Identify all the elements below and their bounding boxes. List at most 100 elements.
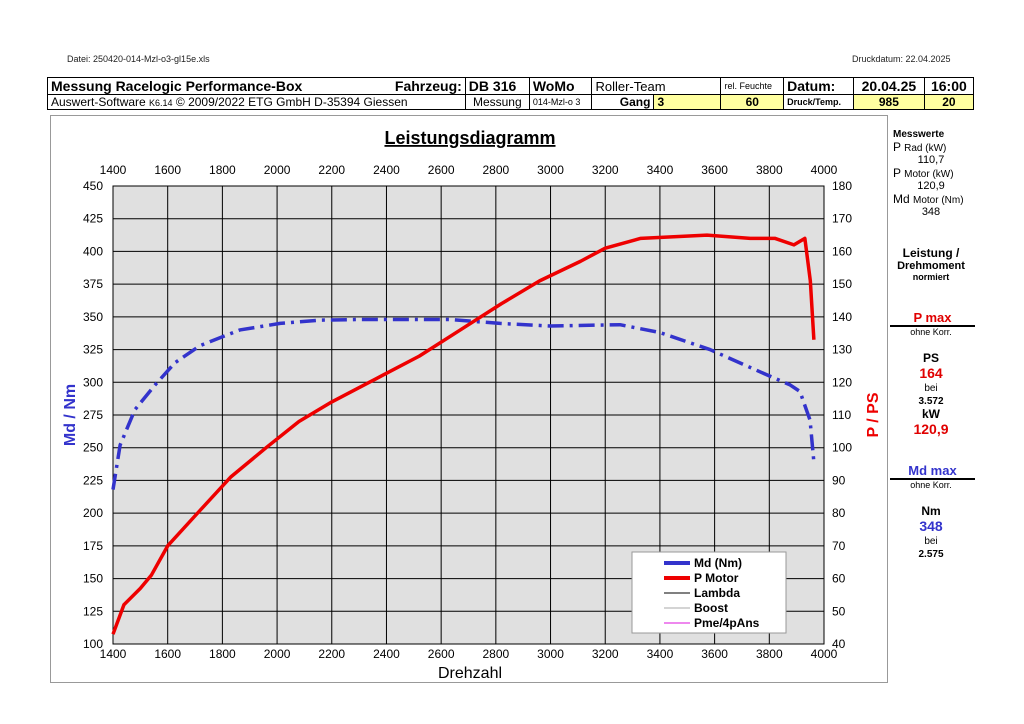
x-tick-label-top: 2400 — [373, 163, 400, 177]
y2-tick-label: 60 — [832, 572, 846, 586]
x-tick-label-bottom: 3000 — [537, 647, 564, 661]
p-motor-value: 120,9 — [917, 180, 945, 192]
p-motor-label: Motor (kW) — [904, 169, 954, 180]
temperature: 20 — [923, 94, 975, 110]
legend-label: Boost — [694, 601, 728, 615]
mdmax-sub: ohne Korr. — [910, 480, 952, 490]
x-tick-label-bottom: 2800 — [482, 647, 509, 661]
y-tick-label: 125 — [83, 604, 103, 618]
y2-tick-label: 180 — [832, 179, 852, 193]
x-tick-label-top: 3000 — [537, 163, 564, 177]
chart-frame — [50, 115, 888, 683]
y2-tick-label: 100 — [832, 441, 852, 455]
pmax-sub: ohne Korr. — [910, 327, 952, 337]
x-tick-label-top: 2200 — [318, 163, 345, 177]
power-chart: 1400 1400 1600 1600 1800 1800 2000 2000 2200 2200… — [62, 128, 882, 682]
humidity: 60 — [720, 94, 785, 110]
mdmax-title: Md max — [890, 463, 975, 480]
x-tick-label-top: 3800 — [756, 163, 783, 177]
y-tick-label: 425 — [83, 212, 103, 226]
y-tick-label: 200 — [83, 506, 103, 520]
y2-tick-label: 50 — [832, 604, 846, 618]
software-version: K6.14 — [149, 98, 173, 108]
md-value: 348 — [921, 206, 941, 218]
x-tick-label-bottom: 4000 — [811, 647, 838, 661]
pmax-title: P max — [890, 310, 975, 327]
software-copyright: © 2009/2022 ETG GmbH D-35394 Giessen — [172, 95, 408, 109]
software: Auswert-Software K6.14 © 2009/2022 ETG G… — [47, 94, 466, 110]
chart-title: Leistungsdiagramm — [384, 128, 555, 148]
gear-label: Gang — [591, 94, 655, 110]
y2-tick-label: 110 — [832, 408, 851, 422]
norm-title-1: Leistung / — [902, 246, 960, 260]
y2-tick-label: 170 — [832, 212, 852, 226]
x-axis-label: Drehzahl — [438, 665, 502, 682]
owner: Roller-Team — [591, 77, 722, 95]
y2-tick-label: 120 — [832, 375, 852, 389]
x-tick-label-bottom: 2600 — [428, 647, 455, 661]
y2-tick-label: 150 — [832, 277, 852, 291]
y2-tick-label: 160 — [832, 244, 852, 258]
y-axis-label: Md / Nm — [62, 384, 79, 446]
header-table: Messung Racelogic Performance-Box Fahrze… — [46, 77, 975, 110]
x-tick-label-top: 1400 — [100, 163, 127, 177]
legend-label: Md (Nm) — [694, 556, 742, 570]
y-tick-label: 175 — [83, 539, 103, 553]
x-tick-label-bottom: 3400 — [647, 647, 674, 661]
y2-tick-label: 80 — [832, 506, 846, 520]
norm-title-2: Drehmoment — [897, 260, 965, 272]
side-panel: Messwerte P Rad (kW) 110,7 P Motor (kW) … — [887, 115, 975, 560]
x-tick-label-bottom: 3600 — [701, 647, 728, 661]
y-tick-label: 225 — [83, 473, 103, 487]
y-tick-label: 450 — [83, 179, 103, 193]
y-tick-label: 275 — [83, 408, 103, 422]
ps-value: 164 — [919, 365, 943, 381]
file-label: Datei: 250420-014-Mzl-o3-gl15e.xls — [67, 54, 210, 64]
x-tick-label-top: 3200 — [592, 163, 619, 177]
ps-label: PS — [922, 351, 939, 365]
x-tick-label-top: 2800 — [482, 163, 509, 177]
software-name: Auswert-Software — [51, 95, 150, 109]
p-rad-label: Rad (kW) — [904, 143, 947, 154]
x-tick-label-top: 2600 — [428, 163, 455, 177]
time: 16:00 — [923, 77, 975, 95]
nm-value: 348 — [919, 518, 943, 534]
y2-axis-label: P / PS — [865, 392, 882, 437]
y-tick-label: 400 — [83, 244, 103, 258]
nm-label: Nm — [921, 504, 941, 518]
p-rad-value: 110,7 — [917, 154, 945, 166]
p-motor-symbol: P — [893, 166, 901, 180]
legend-label: Pme/4pAns — [694, 616, 760, 630]
y-tick-label: 100 — [83, 637, 103, 651]
x-tick-label-top: 2000 — [264, 163, 291, 177]
legend-box — [631, 551, 787, 634]
print-date: Druckdatum: 22.04.2025 — [852, 54, 951, 64]
x-tick-label-top: 1600 — [154, 163, 181, 177]
p-rad-symbol: P — [893, 140, 901, 154]
rpm-pmax: 3.572 — [918, 396, 944, 407]
measured-title: Messwerte — [893, 129, 945, 140]
y-tick-label: 300 — [83, 375, 103, 389]
y-tick-label: 250 — [83, 441, 103, 455]
y-tick-label: 375 — [83, 277, 103, 291]
x-tick-label-bottom: 2200 — [318, 647, 345, 661]
bei-1: bei — [924, 383, 938, 394]
y-tick-label: 150 — [83, 572, 103, 586]
y-tick-label: 350 — [83, 310, 103, 324]
series-line-p-motor — [111, 233, 816, 635]
measurement-label: Messung — [464, 94, 530, 110]
date-label: Datum: — [783, 77, 855, 95]
legend-label: P Motor — [694, 571, 739, 585]
x-tick-label-bottom: 1400 — [100, 647, 127, 661]
rpm-mdmax: 2.575 — [918, 549, 944, 560]
y-tick-label: 325 — [83, 343, 103, 357]
x-tick-label-bottom: 1800 — [209, 647, 236, 661]
x-tick-label-bottom: 2400 — [373, 647, 400, 661]
norm-sub: normiert — [912, 272, 950, 282]
kw-label: kW — [922, 407, 940, 421]
x-tick-label-top: 1800 — [209, 163, 236, 177]
y2-tick-label: 40 — [832, 637, 846, 651]
x-tick-label-top: 3400 — [647, 163, 674, 177]
legend-label: Lambda — [694, 586, 740, 600]
y2-tick-label: 90 — [832, 473, 846, 487]
